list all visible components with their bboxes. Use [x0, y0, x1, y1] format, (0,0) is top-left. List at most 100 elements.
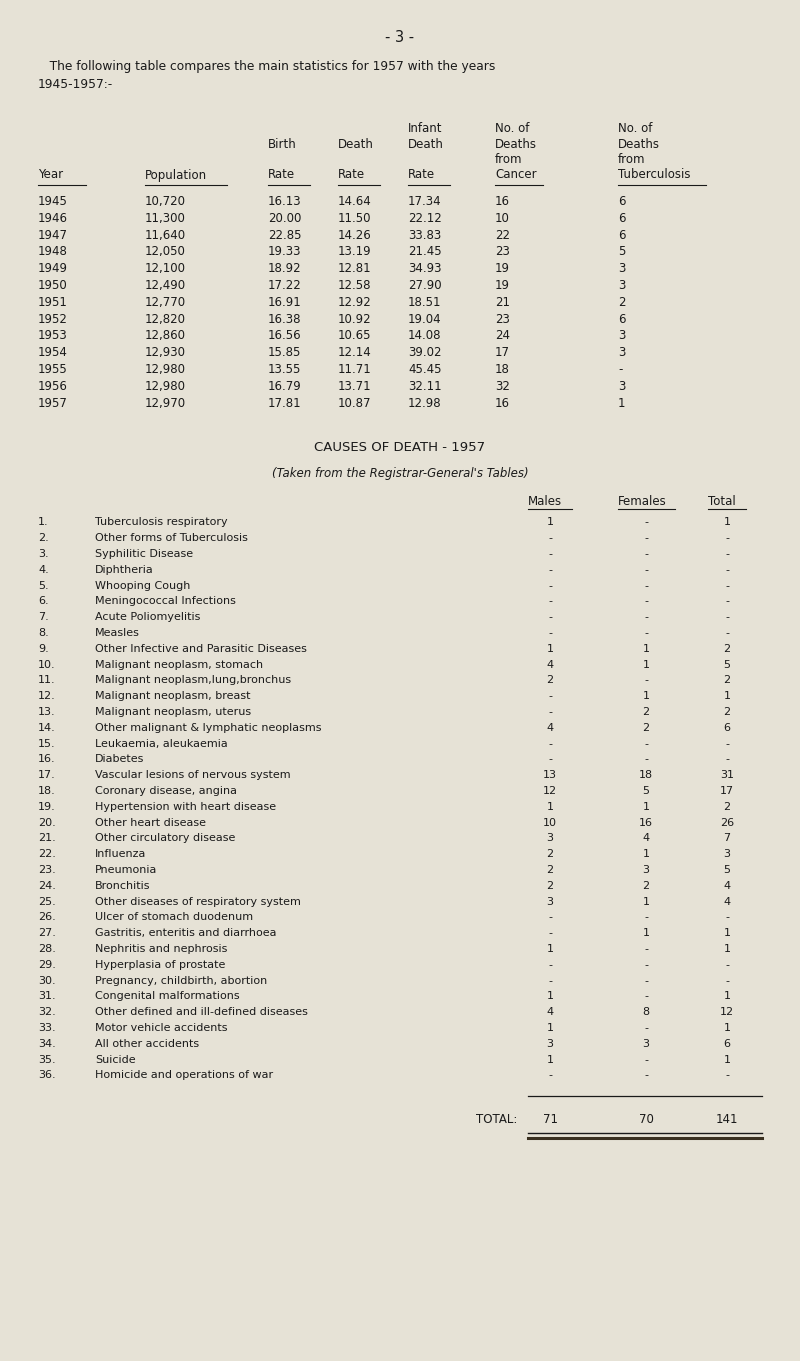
Text: Other malignant & lymphatic neoplasms: Other malignant & lymphatic neoplasms: [95, 723, 322, 732]
Text: 15.85: 15.85: [268, 346, 302, 359]
Text: 16.: 16.: [38, 754, 56, 765]
Text: 10.65: 10.65: [338, 329, 371, 343]
Text: 2: 2: [723, 644, 730, 653]
Text: -: -: [644, 612, 648, 622]
Text: 39.02: 39.02: [408, 346, 442, 359]
Text: Other diseases of respiratory system: Other diseases of respiratory system: [95, 897, 301, 906]
Text: -: -: [644, 960, 648, 970]
Text: Influenza: Influenza: [95, 849, 146, 859]
Text: 13.19: 13.19: [338, 245, 372, 259]
Text: from: from: [618, 152, 646, 166]
Text: Year: Year: [38, 169, 63, 181]
Text: 24: 24: [495, 329, 510, 343]
Text: -: -: [548, 1070, 552, 1081]
Text: 33.: 33.: [38, 1023, 56, 1033]
Text: 1948: 1948: [38, 245, 68, 259]
Text: 2: 2: [546, 866, 554, 875]
Text: 14.08: 14.08: [408, 329, 442, 343]
Text: 12.: 12.: [38, 691, 56, 701]
Text: 12: 12: [720, 1007, 734, 1017]
Text: -: -: [725, 596, 729, 607]
Text: 3: 3: [618, 329, 626, 343]
Text: 12.58: 12.58: [338, 279, 371, 293]
Text: 16: 16: [495, 396, 510, 410]
Text: 1949: 1949: [38, 263, 68, 275]
Text: 1: 1: [723, 1055, 730, 1064]
Text: 1: 1: [642, 802, 650, 811]
Text: 3: 3: [723, 849, 730, 859]
Text: 11,640: 11,640: [145, 229, 186, 242]
Text: -: -: [644, 534, 648, 543]
Text: 141: 141: [716, 1113, 738, 1126]
Text: 14.: 14.: [38, 723, 56, 732]
Text: -: -: [548, 739, 552, 749]
Text: 3: 3: [618, 279, 626, 293]
Text: Other circulatory disease: Other circulatory disease: [95, 833, 235, 844]
Text: -: -: [644, 581, 648, 591]
Text: No. of: No. of: [495, 122, 530, 135]
Text: 32.: 32.: [38, 1007, 56, 1017]
Text: -: -: [644, 945, 648, 954]
Text: 19.: 19.: [38, 802, 56, 811]
Text: 16: 16: [495, 195, 510, 208]
Text: 12.81: 12.81: [338, 263, 372, 275]
Text: 6: 6: [723, 1038, 730, 1049]
Text: Pregnancy, childbirth, abortion: Pregnancy, childbirth, abortion: [95, 976, 267, 985]
Text: -: -: [548, 548, 552, 559]
Text: 32: 32: [495, 380, 510, 393]
Text: 6: 6: [618, 313, 626, 325]
Text: 12.98: 12.98: [408, 396, 442, 410]
Text: 2: 2: [618, 295, 626, 309]
Text: 21: 21: [495, 295, 510, 309]
Text: All other accidents: All other accidents: [95, 1038, 199, 1049]
Text: 70: 70: [638, 1113, 654, 1126]
Text: 1: 1: [546, 644, 554, 653]
Text: 18.51: 18.51: [408, 295, 442, 309]
Text: Birth: Birth: [268, 137, 297, 151]
Text: -: -: [725, 912, 729, 923]
Text: 12,100: 12,100: [145, 263, 186, 275]
Text: 23: 23: [495, 245, 510, 259]
Text: 17.: 17.: [38, 770, 56, 780]
Text: 1945: 1945: [38, 195, 68, 208]
Text: 3: 3: [642, 866, 650, 875]
Text: 22.12: 22.12: [408, 212, 442, 225]
Text: 1: 1: [618, 396, 626, 410]
Text: 2: 2: [642, 706, 650, 717]
Text: 34.: 34.: [38, 1038, 56, 1049]
Text: Malignant neoplasm, breast: Malignant neoplasm, breast: [95, 691, 250, 701]
Text: 17: 17: [720, 787, 734, 796]
Text: Cancer: Cancer: [495, 169, 537, 181]
Text: 17: 17: [495, 346, 510, 359]
Text: 1: 1: [546, 991, 554, 1002]
Text: -: -: [725, 960, 729, 970]
Text: 26.: 26.: [38, 912, 56, 923]
Text: Ulcer of stomach duodenum: Ulcer of stomach duodenum: [95, 912, 253, 923]
Text: -: -: [548, 581, 552, 591]
Text: -: -: [644, 565, 648, 574]
Text: 21.45: 21.45: [408, 245, 442, 259]
Text: Infant: Infant: [408, 122, 442, 135]
Text: 17.34: 17.34: [408, 195, 442, 208]
Text: 12,050: 12,050: [145, 245, 186, 259]
Text: 7.: 7.: [38, 612, 49, 622]
Text: 12,980: 12,980: [145, 380, 186, 393]
Text: Homicide and operations of war: Homicide and operations of war: [95, 1070, 273, 1081]
Text: -: -: [548, 534, 552, 543]
Text: Pneumonia: Pneumonia: [95, 866, 158, 875]
Text: 1946: 1946: [38, 212, 68, 225]
Text: Hyperplasia of prostate: Hyperplasia of prostate: [95, 960, 226, 970]
Text: Malignant neoplasm, stomach: Malignant neoplasm, stomach: [95, 660, 263, 670]
Text: 12,980: 12,980: [145, 363, 186, 376]
Text: 3: 3: [618, 346, 626, 359]
Text: 3: 3: [618, 263, 626, 275]
Text: -: -: [725, 627, 729, 638]
Text: -: -: [725, 534, 729, 543]
Text: Bronchitis: Bronchitis: [95, 881, 150, 891]
Text: -: -: [548, 706, 552, 717]
Text: -: -: [644, 517, 648, 528]
Text: 6: 6: [618, 195, 626, 208]
Text: 1: 1: [723, 928, 730, 938]
Text: 28.: 28.: [38, 945, 56, 954]
Text: 4: 4: [723, 881, 730, 891]
